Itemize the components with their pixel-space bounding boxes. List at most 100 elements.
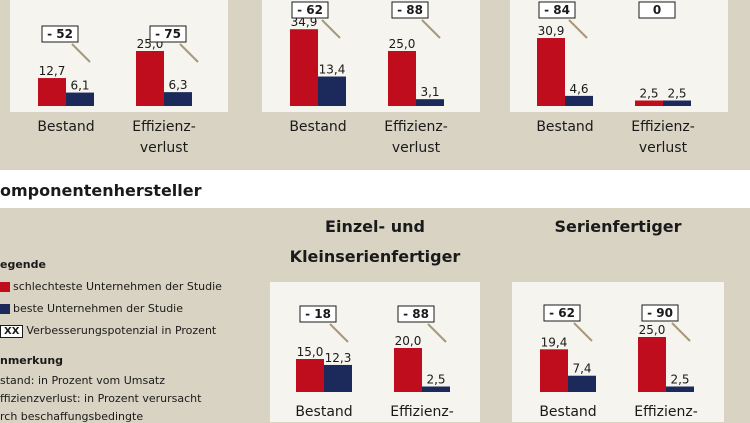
category-label: Effizienz-: [384, 119, 448, 135]
potential-arrow: [427, 323, 447, 343]
bar-worst: [394, 348, 422, 392]
bar-worst: [136, 51, 164, 106]
potential-label: - 62: [297, 3, 323, 17]
bar-worst: [540, 349, 568, 392]
potential-arrow: [329, 323, 349, 343]
bar-worst: [296, 359, 324, 392]
potential-label: - 52: [47, 27, 73, 41]
potential-arrow: [71, 43, 91, 63]
bar-worst: [290, 29, 318, 106]
potential-box: [397, 305, 435, 323]
potential-label: - 90: [647, 306, 673, 320]
value-label-worst: 34,9: [291, 15, 318, 29]
value-label-worst: 25,0: [389, 37, 416, 51]
potential-arrow: [179, 43, 199, 63]
note-line-1: stand: in Prozent vom Umsatz: [0, 374, 166, 387]
legend-item-potential-label: Verbesserungspotenzial in Prozent: [26, 324, 217, 337]
potential-box: [299, 305, 337, 323]
potential-label: - 75: [155, 27, 181, 41]
legend-item-worst-label: schlechteste Unternehmen der Studie: [13, 280, 222, 293]
value-label-best: 6,1: [70, 79, 89, 93]
legend-item-worst: schlechteste Unternehmen der Studie: [0, 280, 222, 293]
potential-arrow: [421, 19, 441, 39]
section-band: [0, 170, 750, 208]
potential-box: [538, 1, 576, 19]
value-label-worst: 15,0: [297, 345, 324, 359]
value-label-best: 2,5: [670, 373, 689, 387]
value-label-best: 2,5: [667, 87, 686, 101]
bar-worst: [38, 78, 66, 106]
value-label-worst: 2,5: [639, 87, 658, 101]
value-label-best: 3,1: [420, 85, 439, 99]
value-label-worst: 19,4: [541, 335, 568, 349]
bar-best: [666, 386, 694, 392]
potential-box: [41, 25, 79, 43]
value-label-worst: 25,0: [639, 323, 666, 337]
legend-item-potential: XX Verbesserungspotenzial in Prozent: [0, 324, 222, 338]
potential-box: [638, 1, 676, 19]
chart-title-serien: Serienfertiger: [554, 217, 682, 236]
potential-label: - 62: [549, 306, 575, 320]
value-label-worst: 30,9: [538, 24, 565, 38]
category-label-line2: verlust: [639, 140, 688, 156]
legend-item-best: beste Unternehmen der Studie: [0, 302, 222, 315]
potential-arrow: [573, 322, 593, 342]
potential-label: - 88: [397, 3, 423, 17]
bar-worst: [388, 51, 416, 106]
value-label-best: 4,6: [569, 82, 588, 96]
category-label-line2: verlust: [392, 140, 441, 156]
value-label-worst: 20,0: [395, 334, 422, 348]
potential-label: - 88: [403, 307, 429, 321]
chart-title-einzel-text: Einzel- und Kleinserienfertiger: [289, 217, 461, 266]
bar-best: [66, 92, 94, 106]
potential-label: - 84: [544, 3, 570, 17]
note-line-2: ffizienzverlust: in Prozent verursacht: [0, 392, 202, 405]
category-label: Bestand: [37, 119, 94, 135]
category-label: Effizienz-: [390, 404, 454, 420]
potential-label: 0: [653, 3, 661, 17]
bar-best: [416, 99, 444, 106]
potential-box: [291, 1, 329, 19]
value-label-best: 7,4: [572, 362, 591, 376]
legend: egende schlechteste Unternehmen der Stud…: [0, 258, 222, 423]
bar-best: [318, 76, 346, 106]
panel-bottom-middle: [270, 282, 480, 422]
section-title: omponentenhersteller: [0, 181, 202, 200]
value-label-best: 13,4: [319, 63, 346, 77]
value-label-worst: 12,7: [39, 64, 66, 78]
value-label-best: 12,3: [325, 351, 352, 365]
bar-best: [422, 386, 450, 392]
potential-box: [641, 304, 679, 322]
potential-box: [391, 1, 429, 19]
potential-arrow: [568, 19, 588, 39]
bar-best: [663, 100, 691, 106]
potential-label: - 18: [305, 307, 331, 321]
category-label: Effizienz-: [631, 119, 695, 135]
potential-box: [149, 25, 187, 43]
chart-title-einzel: Einzel- und Kleinserienfertiger: [270, 212, 480, 272]
category-label: Bestand: [536, 119, 593, 135]
note-line-3: rch beschaffungsbedingte: [0, 410, 144, 423]
bar-best: [568, 375, 596, 392]
category-label-line2: verlust: [140, 140, 189, 156]
bar-best: [565, 95, 593, 106]
bar-worst: [537, 38, 565, 106]
category-label: Bestand: [295, 404, 352, 420]
bar-worst: [635, 100, 663, 106]
note-title: nmerkung: [0, 354, 64, 367]
bar-best: [164, 92, 192, 106]
potential-arrow: [321, 19, 341, 39]
red-swatch-icon: [0, 282, 10, 292]
category-label: Bestand: [539, 404, 596, 420]
legend-title: egende: [0, 258, 46, 271]
category-label: Bestand: [289, 119, 346, 135]
value-label-best: 6,3: [168, 78, 187, 92]
potential-marker-icon: XX: [0, 325, 24, 338]
potential-arrow: [671, 322, 691, 342]
bar-best: [324, 364, 352, 392]
potential-box: [543, 304, 581, 322]
category-label: Effizienz-: [634, 404, 698, 420]
value-label-best: 2,5: [426, 373, 445, 387]
navy-swatch-icon: [0, 304, 10, 314]
